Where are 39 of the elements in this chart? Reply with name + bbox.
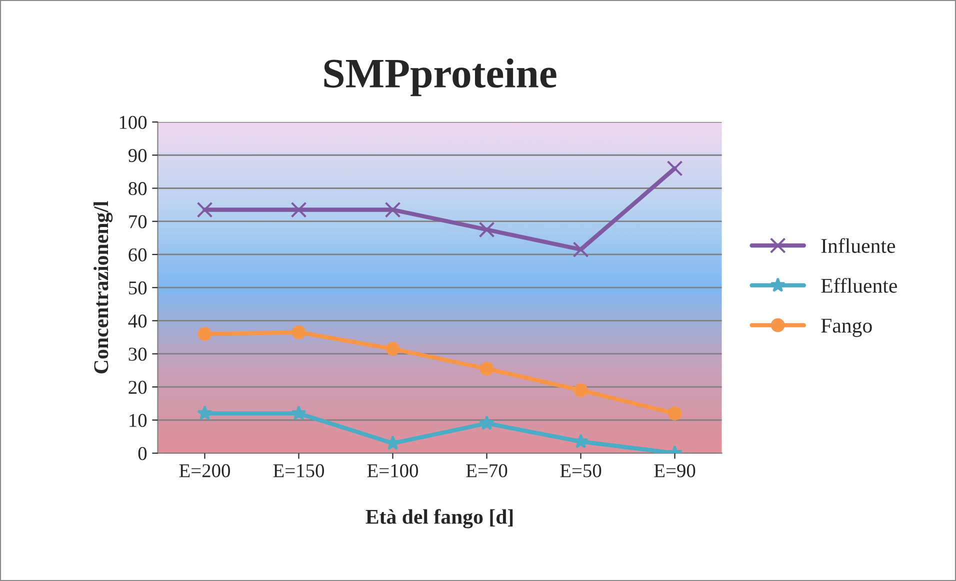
x-tick-label: E=70: [466, 464, 508, 478]
x-tick-label: E=100: [367, 464, 418, 478]
x-axis-title: Età del fango [d]: [366, 509, 513, 528]
y-tick-label: 30: [128, 348, 147, 361]
y-tick-label: 0: [138, 446, 147, 460]
point: [572, 242, 589, 258]
point: [668, 406, 682, 420]
y-tick-label: 50: [129, 281, 147, 295]
y-tick-label: 40: [128, 314, 147, 328]
y-tick-label: 90: [128, 148, 147, 162]
y-tick-label: 70: [129, 215, 147, 228]
point: [666, 160, 683, 176]
x-tick-label: E=50: [560, 464, 602, 478]
y-tick-label: 10: [130, 414, 147, 427]
point: [386, 342, 400, 356]
point: [292, 325, 306, 340]
point: [573, 434, 588, 448]
point: [480, 362, 494, 376]
point: [478, 222, 495, 238]
y-tick-label: 80: [128, 182, 147, 196]
point: [574, 383, 588, 398]
y-tick-label: 20: [128, 380, 147, 394]
y-tick-label: 60: [128, 248, 147, 262]
chart-title: SMPproteine: [324, 58, 556, 96]
legend-label: Fango: [821, 318, 872, 337]
legend-label: Effluente: [821, 278, 897, 293]
point: [198, 327, 212, 341]
point: [197, 405, 212, 420]
point: [479, 415, 494, 430]
point: [196, 202, 213, 218]
point: [384, 202, 401, 218]
point: [290, 202, 307, 218]
x-tick-label: E=200: [179, 464, 230, 478]
point: [291, 405, 306, 420]
legend-label: Influente: [821, 238, 896, 253]
x-tick-label: E=90: [654, 464, 696, 478]
y-axis-title: Concentrazioneng/l: [94, 201, 113, 374]
x-tick-label: E=150: [273, 464, 324, 478]
y-tick-label: 100: [120, 116, 147, 129]
